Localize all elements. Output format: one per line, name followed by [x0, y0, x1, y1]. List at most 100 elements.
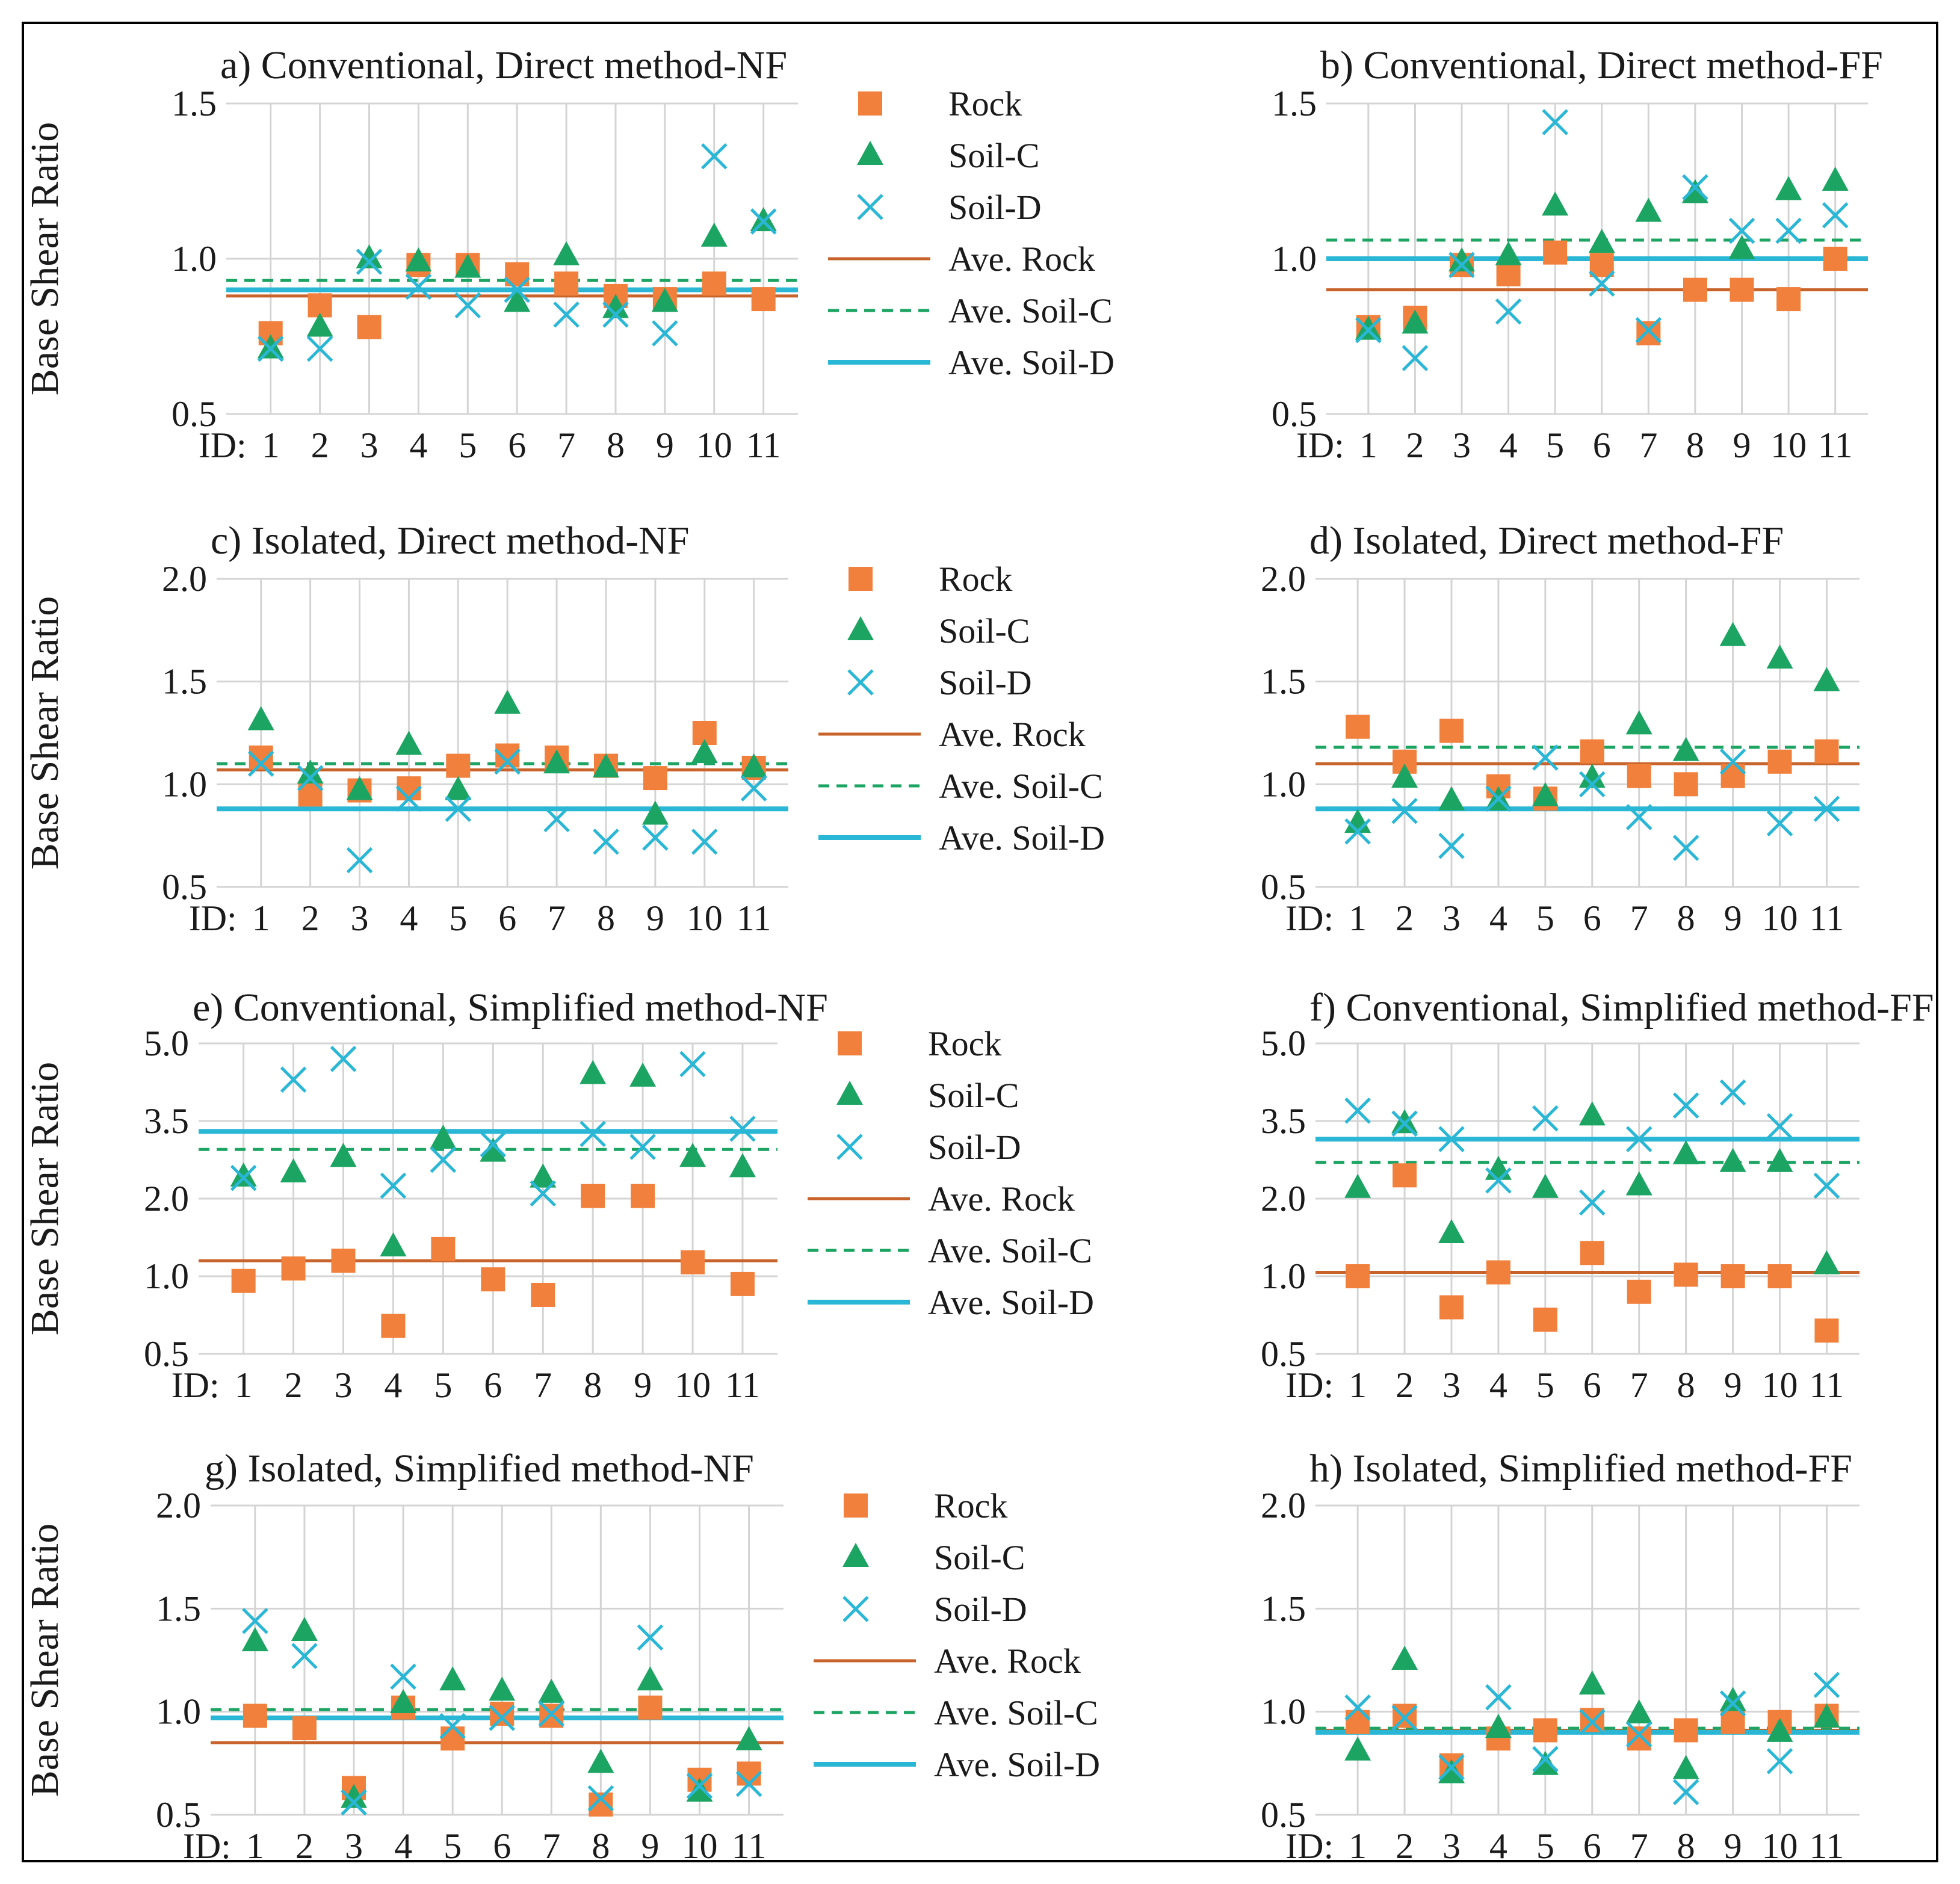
soil-c-point: [1438, 1759, 1465, 1784]
soil-d-point: [1682, 174, 1708, 201]
rock-point: [1346, 1264, 1370, 1288]
x-tick-label: 8: [1677, 1826, 1695, 1866]
x-tick-label: 11: [1810, 1826, 1844, 1866]
soil-c-point: [651, 288, 678, 312]
soil-d-point: [1495, 298, 1522, 325]
y-tick-label: 1.5: [172, 84, 217, 123]
x-tick-label: 6: [1593, 425, 1611, 465]
rock-point: [1439, 718, 1464, 743]
soil-c-point: [700, 222, 728, 247]
soil-c-point: [380, 1232, 407, 1256]
y-axis-label: Base Shear Ratio: [23, 596, 67, 870]
x-tick-label: 5: [1536, 1365, 1554, 1405]
x-tick-label: 9: [656, 425, 674, 465]
figure-frame: [22, 22, 1938, 1862]
soil-d-point: [330, 1046, 357, 1072]
x-axis-prefix: ID:: [1296, 425, 1344, 465]
soil-d-point: [1635, 317, 1662, 344]
soil-d-point: [242, 1608, 268, 1634]
soil-c-point: [1532, 1750, 1559, 1775]
rock-point: [581, 1184, 605, 1208]
soil-d-point: [346, 847, 373, 874]
soil-c-point: [1625, 710, 1652, 735]
x-tick-label: 6: [1583, 1365, 1601, 1405]
legend-label: Soil-D: [934, 1590, 1027, 1629]
rock-point: [643, 766, 667, 791]
soil-c-point: [390, 1688, 417, 1713]
y-tick-label: 2.0: [144, 1179, 189, 1218]
rock-point: [1776, 287, 1801, 312]
soil-d-point: [1344, 1098, 1371, 1124]
x-tick-label: 7: [548, 898, 566, 938]
x-tick-label: 5: [449, 898, 467, 938]
x-tick-label: 2: [1396, 898, 1414, 938]
legend-soil-d-marker: [842, 1596, 869, 1622]
x-tick-label: 11: [1818, 425, 1853, 465]
rock-point: [1589, 253, 1614, 277]
chart-panel-h: 0.5 1.0 1.5 2.0 1 2 3 4 5 6 7 8 9 10 11 ID: h) Isolated,…: [1261, 1447, 1860, 1866]
soil-c-point: [679, 1143, 706, 1167]
soil-c-point: [1775, 176, 1802, 200]
x-tick-label: 5: [1536, 1826, 1554, 1866]
y-tick-label: 1.5: [1272, 84, 1317, 123]
legend-label: Soil-C: [934, 1538, 1025, 1577]
rock-point: [1627, 764, 1651, 788]
rock-point: [737, 1761, 761, 1786]
soil-c-point: [1672, 1140, 1699, 1164]
legend-label: Ave. Rock: [928, 1179, 1075, 1218]
legend-label: Rock: [948, 84, 1022, 123]
soil-d-point: [1579, 771, 1606, 798]
soil-c-point: [1728, 235, 1755, 259]
rock-point: [1636, 321, 1661, 345]
soil-c-point: [395, 730, 422, 755]
legend-rock-marker: [844, 1493, 868, 1518]
soil-d-point: [1766, 1748, 1793, 1774]
chart-title: b) Conventional, Direct method-FF: [1320, 43, 1883, 87]
y-tick-label: 0.5: [162, 867, 207, 907]
soil-c-point: [1813, 1250, 1840, 1274]
rock-point: [331, 1249, 356, 1273]
soil-d-point: [1438, 1126, 1465, 1152]
x-tick-label: 7: [557, 425, 575, 465]
soil-d-point: [1813, 795, 1840, 823]
soil-c-point: [1402, 309, 1429, 334]
y-axis-label: Base Shear Ratio: [23, 122, 67, 396]
legend-label: Soil-C: [928, 1076, 1019, 1115]
soil-d-point: [1625, 1126, 1652, 1152]
rock-point: [1767, 749, 1792, 774]
soil-c-point: [1391, 1109, 1418, 1134]
legend: Rock Soil-C Soil-D Ave. Rock Ave. Soil-C Ave.…: [814, 1486, 1100, 1784]
x-tick-label: 9: [641, 1826, 659, 1866]
x-tick-label: 5: [1546, 425, 1564, 465]
legend-label: Ave. Soil-C: [934, 1693, 1098, 1732]
soil-d-point: [1438, 832, 1465, 859]
y-tick-label: 1.0: [172, 239, 217, 279]
legend-soil-d-marker: [857, 194, 883, 220]
soil-c-point: [750, 207, 777, 232]
x-axis-prefix: ID:: [189, 898, 237, 938]
soil-d-point: [750, 208, 777, 235]
rock-point: [1533, 1308, 1557, 1332]
soil-c-point: [1578, 1670, 1606, 1695]
soil-c-point: [1813, 1703, 1840, 1728]
soil-c-point: [602, 294, 629, 318]
soil-c-point: [740, 753, 767, 778]
x-tick-label: 5: [444, 1826, 462, 1866]
soil-d-point: [1588, 270, 1615, 297]
soil-c-point: [489, 1676, 516, 1701]
chart-panel-f: 0.5 1.0 2.0 3.5 5.0 1 2 3 4 5 6 7 8 9 10 11 ID: f) Conven…: [1261, 986, 1934, 1405]
x-tick-label: 11: [746, 425, 781, 465]
soil-d-point: [306, 335, 333, 362]
x-tick-label: 11: [737, 898, 771, 938]
soil-c-point: [1485, 1714, 1512, 1738]
soil-d-point: [1391, 1110, 1418, 1137]
soil-c-point: [1578, 764, 1606, 788]
soil-c-point: [641, 800, 669, 825]
x-tick-label: 8: [1686, 425, 1704, 465]
soil-d-point: [530, 1180, 556, 1207]
legend-label: Ave. Rock: [939, 715, 1086, 754]
legend-rock-marker: [838, 1031, 862, 1055]
rock-point: [490, 1702, 515, 1726]
soil-d-point: [593, 829, 619, 855]
rock-point: [1674, 772, 1698, 797]
